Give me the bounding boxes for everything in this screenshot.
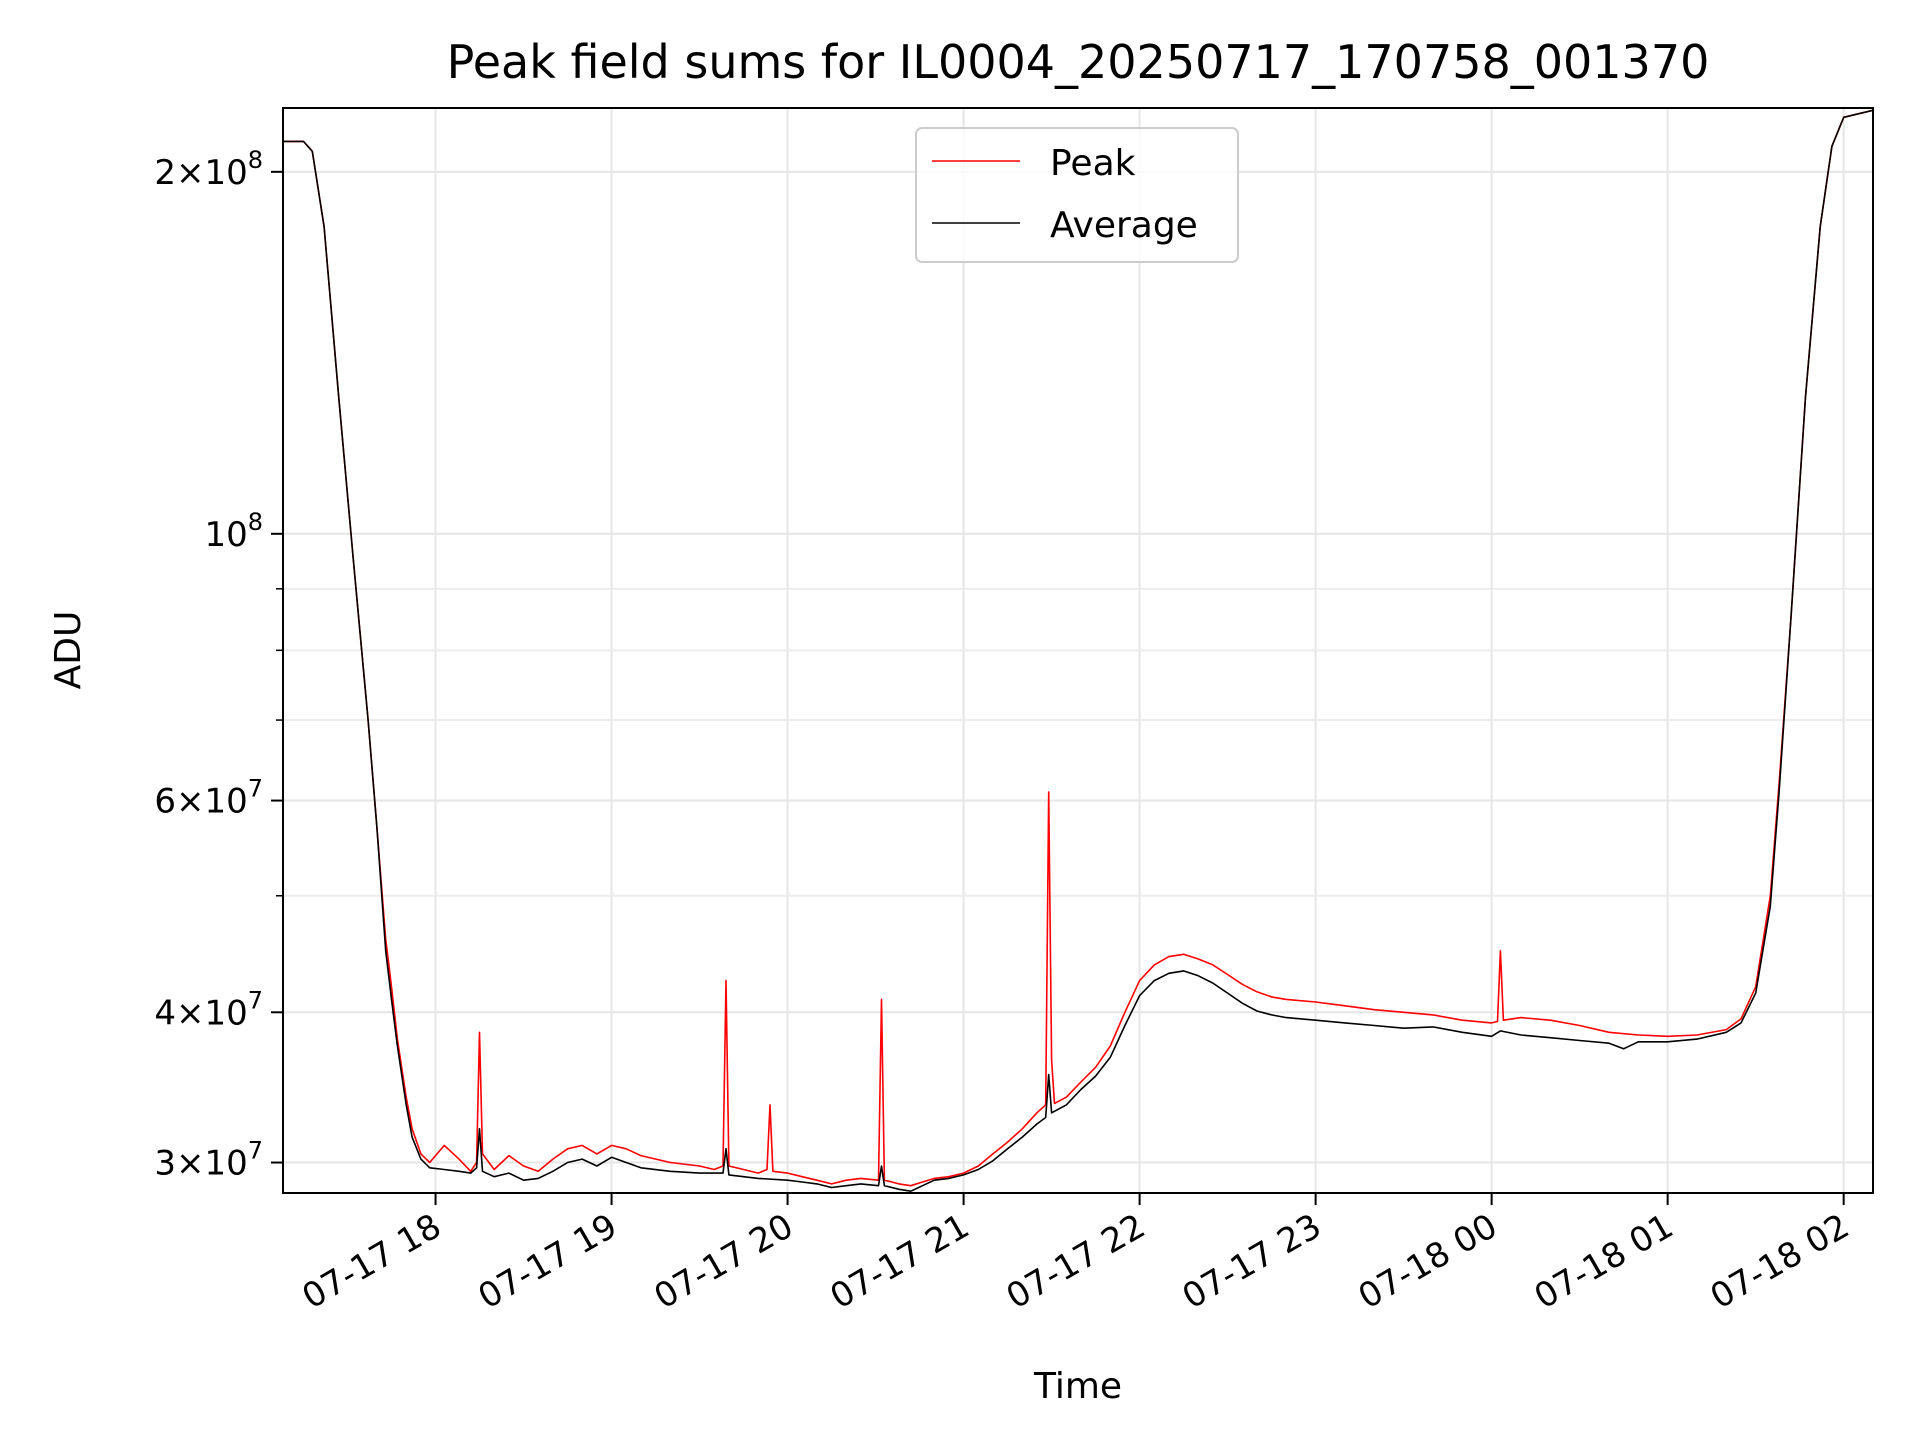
y-tick-label: 108 <box>204 508 263 555</box>
y-tick-label: 2×108 <box>154 146 263 193</box>
legend-label-average: Average <box>1050 205 1198 246</box>
series-line-average <box>283 109 1873 1192</box>
legend-label-peak: Peak <box>1050 143 1136 184</box>
y-axis: 3×107 4×107 6×107 108 2×108 <box>154 146 283 1184</box>
series-layer <box>283 109 1873 1192</box>
grid <box>283 108 1873 1193</box>
y-tick-label: 3×107 <box>154 1137 263 1184</box>
chart-title: Peak field sums for IL0004_20250717_1707… <box>447 35 1710 89</box>
legend: Peak Average <box>915 127 1239 263</box>
x-axis-label: Time <box>1033 1366 1122 1407</box>
y-tick-label: 4×107 <box>154 986 263 1033</box>
y-tick-label: 6×107 <box>154 775 263 822</box>
y-axis-label: ADU <box>48 611 89 690</box>
series-line-peak <box>283 109 1873 1187</box>
